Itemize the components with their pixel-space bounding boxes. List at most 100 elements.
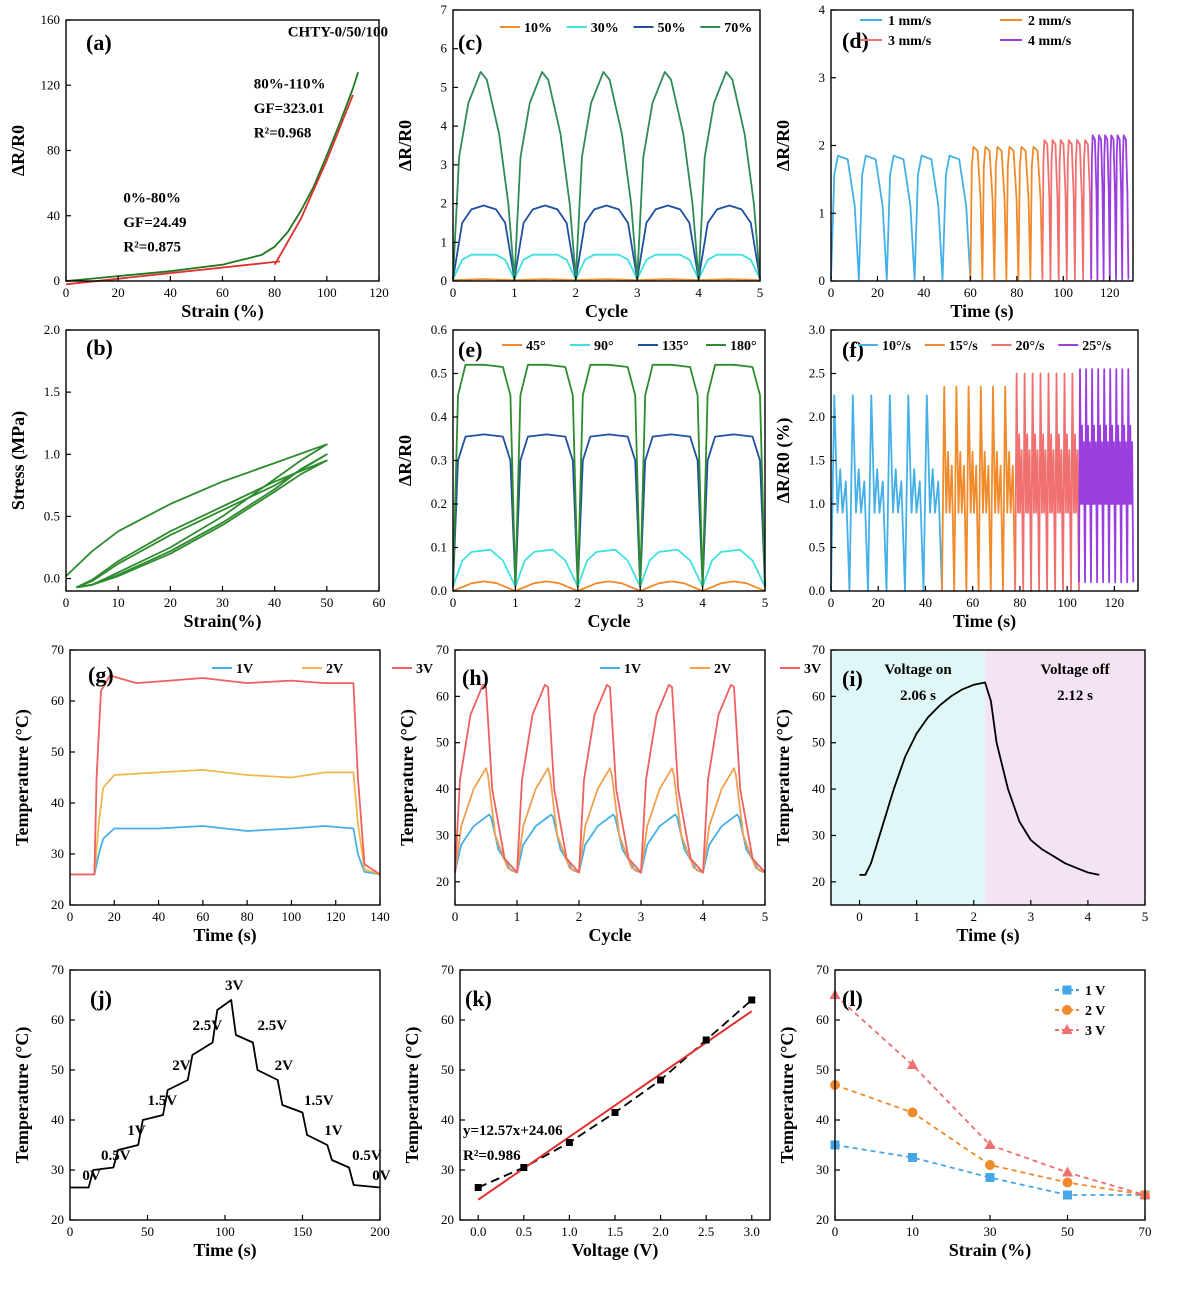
axes-frame xyxy=(69,649,381,906)
x-tick-label: 150 xyxy=(293,1224,313,1239)
legend: 45° 90° 135° 180° xyxy=(502,339,757,354)
y-tick-label: 20 xyxy=(51,1212,64,1227)
annotation: 1.5V xyxy=(304,1093,334,1109)
series-line-1 xyxy=(452,278,761,282)
legend-marker xyxy=(1062,1005,1072,1015)
x-tick-label: 3 xyxy=(638,909,645,924)
x-tick-label: 0 xyxy=(450,595,457,610)
x-tick-label: 1.5 xyxy=(607,1224,623,1239)
x-tick-label: 50 xyxy=(320,595,333,610)
x-tick-label: 4 xyxy=(699,595,706,610)
x-tick-label: 200 xyxy=(370,1224,390,1239)
region-sublabel: 2.12 s xyxy=(1057,688,1093,704)
x-tick-label: 5 xyxy=(757,285,764,300)
axes-frame xyxy=(459,969,771,1221)
y-tick-label: 0.5 xyxy=(44,508,60,523)
y-tick-label: 20 xyxy=(51,897,64,912)
y-tick-label: 20 xyxy=(812,874,825,889)
data-point xyxy=(657,1076,665,1084)
panel-label: (j) xyxy=(90,986,112,1011)
axes-frame xyxy=(65,329,380,592)
y-axis-title: ΔR/R0 xyxy=(8,125,28,176)
axes-frame xyxy=(65,19,380,282)
y-tick-label: 160 xyxy=(41,12,61,27)
y-tick-label: 1 xyxy=(819,205,826,220)
series-line-2 xyxy=(969,145,1044,281)
x-tick-label: 0.5 xyxy=(516,1224,532,1239)
y-tick-label: 2.5 xyxy=(809,366,825,381)
legend-marker xyxy=(1061,1024,1073,1034)
x-tick-label: 0 xyxy=(63,595,70,610)
annotation: GF=24.49 xyxy=(123,215,186,231)
series-line-1 xyxy=(70,825,381,876)
legend-entry: 180° xyxy=(730,339,757,354)
y-tick-label: 40 xyxy=(51,795,64,810)
y-tick-label: 60 xyxy=(816,1012,829,1027)
x-tick-label: 80 xyxy=(1013,595,1026,610)
fit-r2: R²=0.986 xyxy=(463,1148,521,1164)
x-tick-label: 60 xyxy=(964,285,977,300)
annotation: CHTY-0/50/100 xyxy=(288,24,388,40)
y-axis-title: Temperature (°C) xyxy=(12,1027,33,1164)
y-axis-title: ΔR/R0 xyxy=(773,120,793,171)
legend-entry: 3V xyxy=(416,662,433,677)
legend: 1V 2V 3V xyxy=(212,662,433,677)
x-tick-label: 60 xyxy=(216,285,229,300)
series-line-2 xyxy=(454,767,766,874)
x-tick-label: 40 xyxy=(152,909,165,924)
series-line-1 xyxy=(834,1144,1145,1196)
annotation: 80%-110% xyxy=(254,77,326,93)
legend-entry: 3 mm/s xyxy=(888,34,932,49)
y-tick-label: 0.5 xyxy=(431,366,447,381)
panel-label: (i) xyxy=(842,666,863,691)
y-tick-label: 40 xyxy=(51,1112,64,1127)
legend: 1 V 2 V 3 V xyxy=(1055,984,1105,1039)
legend-entry: 1 V xyxy=(1085,984,1105,999)
y-tick-label: 0.1 xyxy=(431,540,447,555)
y-tick-label: 70 xyxy=(816,962,829,977)
annotation: 2V xyxy=(172,1058,191,1074)
y-tick-label: 30 xyxy=(51,846,64,861)
x-axis-title: Time (s) xyxy=(193,1240,256,1261)
x-tick-label: 100 xyxy=(282,909,302,924)
x-tick-label: 0 xyxy=(450,285,457,300)
data-point xyxy=(907,1059,918,1069)
panel-label: (l) xyxy=(842,986,863,1011)
legend-entry: 3V xyxy=(804,662,821,677)
series-line-3 xyxy=(70,674,381,876)
y-tick-label: 0 xyxy=(441,273,448,288)
y-tick-label: 0.3 xyxy=(431,453,447,468)
x-tick-label: 70 xyxy=(1139,1224,1152,1239)
y-tick-label: 2.0 xyxy=(809,409,825,424)
annotation: 2V xyxy=(275,1058,294,1074)
x-tick-label: 80 xyxy=(1010,285,1023,300)
panel-c: 0 1 2 3 4 5 0 1 2 3 4 5 6 7 Cycle ΔR/R0 (c) 10% 30% 50% 70% xyxy=(395,2,763,321)
data-point xyxy=(1062,1166,1073,1177)
y-tick-label: 4 xyxy=(441,118,448,133)
x-tick-label: 5 xyxy=(762,595,769,610)
annotation: 0V xyxy=(372,1168,391,1184)
data-point xyxy=(611,1109,619,1116)
x-tick-label: 3 xyxy=(634,285,641,300)
x-tick-label: 1.0 xyxy=(561,1224,577,1239)
x-axis-title: Strain (%) xyxy=(949,1240,1032,1261)
x-tick-label: 60 xyxy=(373,595,386,610)
data-point xyxy=(474,1184,482,1191)
y-tick-label: 40 xyxy=(47,208,60,223)
series-line-2 xyxy=(941,385,1017,592)
x-tick-label: 80 xyxy=(268,285,281,300)
legend-entry: 25°/s xyxy=(1082,339,1111,354)
x-axis-title: Time (s) xyxy=(953,611,1016,632)
y-tick-label: 30 xyxy=(812,827,825,842)
x-tick-label: 3 xyxy=(637,595,644,610)
series-line-3 xyxy=(1041,139,1093,281)
y-tick-label: 3.0 xyxy=(809,322,825,337)
series-line-4 xyxy=(452,363,766,588)
legend-entry: 2 V xyxy=(1085,1004,1105,1019)
y-tick-label: 50 xyxy=(816,1062,829,1077)
x-tick-label: 5 xyxy=(1142,909,1149,924)
y-tick-label: 120 xyxy=(41,77,61,92)
annotation: 1.5V xyxy=(148,1093,178,1109)
series-line-3 xyxy=(452,433,766,588)
